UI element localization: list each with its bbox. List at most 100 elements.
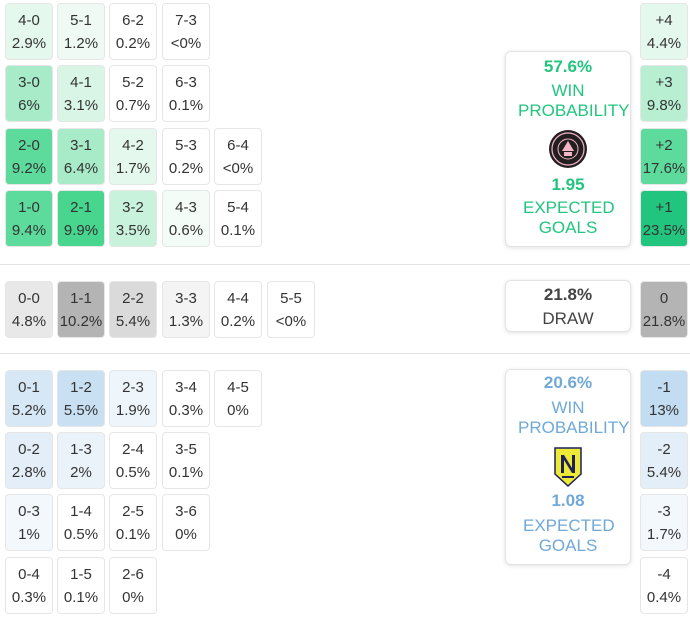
- scoreline-label: 5-2: [122, 73, 144, 91]
- scoreline-label: 3-6: [175, 502, 197, 520]
- scoreline-label: 2-6: [122, 565, 144, 583]
- probability-value: 2.8%: [11, 463, 47, 481]
- scoreline-label: 0-0: [18, 289, 40, 307]
- goal-margin-cell: +3 9.8%: [640, 65, 688, 122]
- scoreline-cell: 0-1 5.2%: [5, 370, 53, 427]
- scoreline-label: 3-0: [18, 73, 40, 91]
- probability-value: 3.5%: [115, 221, 151, 239]
- scoreline-label: 1-2: [70, 378, 92, 396]
- probability-value: 0.2%: [220, 312, 256, 330]
- scoreline-label: 4-2: [122, 136, 144, 154]
- scoreline-cell: 1-3 2%: [57, 432, 105, 489]
- scoreline-cell: 6-3 0.1%: [162, 65, 210, 122]
- home-win-label: WIN PROBABILITY: [518, 81, 630, 120]
- away-win-label: WIN PROBABILITY: [518, 398, 630, 437]
- scoreline-label: 4-3: [175, 198, 197, 216]
- home-expected-goals: 1.95: [551, 175, 585, 194]
- draw-label: DRAW: [542, 309, 594, 328]
- probability-value: 5.4%: [646, 463, 682, 481]
- probability-value: 9.2%: [11, 159, 47, 177]
- probability-value: 0.1%: [63, 588, 99, 606]
- home-win-panel: 57.6% WIN PROBABILITY 1.95 EXPECTED GOAL…: [505, 51, 631, 247]
- goal-margin-cell: -1 13%: [640, 370, 688, 427]
- scoreline-label: 2-4: [122, 440, 144, 458]
- probability-value: 23.5%: [642, 221, 686, 239]
- scoreline-cell: 4-2 1.7%: [109, 128, 157, 185]
- probability-value: 0.3%: [168, 401, 204, 419]
- goal-margin-label: +2: [655, 136, 673, 154]
- probability-value: 21.8%: [642, 312, 686, 330]
- away-expected-goals: 1.08: [551, 491, 585, 510]
- goal-margin-cell: +4 4.4%: [640, 3, 688, 60]
- goal-margin-cell: -4 0.4%: [640, 557, 688, 614]
- probability-value: 1.9%: [115, 401, 151, 419]
- scoreline-label: 3-2: [122, 198, 144, 216]
- scoreline-label: 2-3: [122, 378, 144, 396]
- probability-value: 1.2%: [63, 34, 99, 52]
- probability-value: 0.2%: [168, 159, 204, 177]
- probability-value: 17.6%: [642, 159, 686, 177]
- probability-value: 0%: [227, 401, 249, 419]
- probability-value: <0%: [222, 159, 254, 177]
- probability-value: 0.1%: [115, 525, 151, 543]
- scoreline-label: 1-1: [70, 289, 92, 307]
- scoreline-label: 0-2: [18, 440, 40, 458]
- probability-value: 0.4%: [646, 588, 682, 606]
- goal-margin-label: +4: [655, 11, 673, 29]
- scoreline-cell: 5-3 0.2%: [162, 128, 210, 185]
- scoreline-label: 0-4: [18, 565, 40, 583]
- probability-value: 5.5%: [63, 401, 99, 419]
- scoreline-label: 0-1: [18, 378, 40, 396]
- probability-value: 4.4%: [646, 34, 682, 52]
- scoreline-label: 5-5: [280, 289, 302, 307]
- scoreline-cell: 4-0 2.9%: [5, 3, 53, 60]
- probability-value: 3.1%: [63, 96, 99, 114]
- probability-value: 1%: [18, 525, 40, 543]
- probability-value: 2.9%: [11, 34, 47, 52]
- scoreline-cell: 2-2 5.4%: [109, 281, 157, 338]
- scoreline-label: 0-3: [18, 502, 40, 520]
- scoreline-label: 1-0: [18, 198, 40, 216]
- scoreline-cell: 3-4 0.3%: [162, 370, 210, 427]
- scoreline-cell: 3-2 3.5%: [109, 190, 157, 247]
- scoreline-label: 5-3: [175, 136, 197, 154]
- goal-margin-cell: +1 23.5%: [640, 190, 688, 247]
- scoreline-cell: 4-1 3.1%: [57, 65, 105, 122]
- probability-value: 9.4%: [11, 221, 47, 239]
- scoreline-label: 3-4: [175, 378, 197, 396]
- probability-value: 0.5%: [115, 463, 151, 481]
- probability-value: <0%: [275, 312, 307, 330]
- draw-probability: 21.8%: [543, 285, 593, 304]
- scoreline-label: 6-2: [122, 11, 144, 29]
- probability-value: 1.3%: [168, 312, 204, 330]
- scoreline-cell: 2-3 1.9%: [109, 370, 157, 427]
- scoreline-label: 1-3: [70, 440, 92, 458]
- scoreline-label: 5-1: [70, 11, 92, 29]
- scoreline-label: 3-5: [175, 440, 197, 458]
- away-win-panel: 20.6% WIN PROBABILITY 1.08 EXPECTED GOAL…: [505, 369, 631, 565]
- scoreline-cell: 1-5 0.1%: [57, 557, 105, 614]
- probability-value: 10.2%: [59, 312, 103, 330]
- section-divider-bottom: [0, 353, 690, 354]
- scoreline-label: 2-0: [18, 136, 40, 154]
- scoreline-cell: 5-1 1.2%: [57, 3, 105, 60]
- goal-margin-cell: -2 5.4%: [640, 432, 688, 489]
- scoreline-cell: 5-2 0.7%: [109, 65, 157, 122]
- scoreline-cell: 2-1 9.9%: [57, 190, 105, 247]
- scoreline-cell: 5-4 0.1%: [214, 190, 262, 247]
- scoreline-cell: 4-4 0.2%: [214, 281, 262, 338]
- scoreline-label: 4-0: [18, 11, 40, 29]
- inter-miami-crest-icon: [548, 129, 588, 169]
- probability-value: 4.8%: [11, 312, 47, 330]
- goal-margin-label: -4: [657, 565, 671, 583]
- goal-margin-cell: -3 1.7%: [640, 494, 688, 551]
- scoreline-cell: 3-5 0.1%: [162, 432, 210, 489]
- scoreline-label: 6-3: [175, 73, 197, 91]
- probability-value: 0.5%: [63, 525, 99, 543]
- probability-value: 1.7%: [646, 525, 682, 543]
- scoreline-cell: 1-4 0.5%: [57, 494, 105, 551]
- nashville-sc-crest-icon: [553, 446, 583, 488]
- goal-margin-label: +3: [655, 73, 673, 91]
- scoreline-cell: 0-2 2.8%: [5, 432, 53, 489]
- scoreline-cell: 5-5 <0%: [267, 281, 315, 338]
